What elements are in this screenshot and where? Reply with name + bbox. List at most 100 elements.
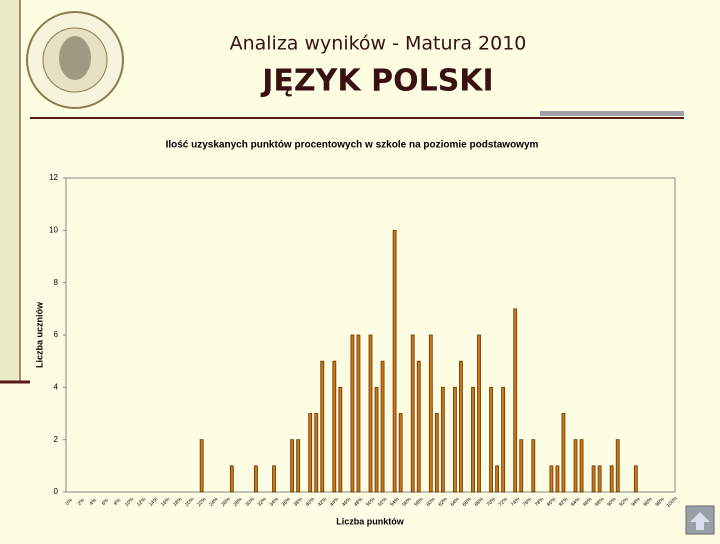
x-tick-label: 28% [232, 496, 244, 508]
y-tick-label: 8 [54, 278, 59, 287]
bar [519, 439, 524, 493]
bar [579, 439, 584, 493]
nav-icon[interactable] [685, 505, 715, 535]
bar [531, 439, 536, 493]
y-tick-label: 2 [54, 435, 59, 444]
bar [555, 465, 560, 493]
x-tick-label: 6% [101, 497, 111, 507]
x-tick-label: 90% [606, 496, 618, 508]
x-tick-label: 94% [630, 496, 642, 508]
bar [338, 386, 343, 493]
x-tick-label: 78% [534, 496, 546, 508]
x-tick-label: 58% [413, 496, 425, 508]
x-tick-label: 40% [305, 496, 317, 508]
bar [416, 360, 421, 493]
x-tick-label: 4% [89, 497, 99, 507]
bar [633, 465, 638, 493]
bar [477, 334, 481, 493]
x-tick-label: 76% [522, 496, 534, 508]
bar [374, 386, 379, 493]
x-tick-label: 42% [317, 496, 329, 508]
bar [428, 334, 433, 493]
x-tick-label: 88% [594, 496, 606, 508]
x-tick-label: 18% [172, 496, 184, 508]
bar [501, 386, 506, 493]
slide-subtitle: JĘZYK POLSKI [260, 64, 493, 99]
x-tick-label: 16% [160, 496, 172, 508]
bar [495, 465, 500, 493]
bar [332, 360, 337, 493]
y-tick-label: 0 [54, 487, 59, 496]
x-tick-label: 92% [618, 496, 630, 508]
x-tick-label: 82% [558, 496, 570, 508]
y-tick-label: 6 [54, 330, 59, 339]
side-strip [0, 0, 20, 382]
x-tick-label: 56% [401, 496, 413, 508]
x-tick-label: 72% [498, 496, 510, 508]
bar [549, 465, 554, 493]
x-tick-label: 98% [654, 496, 666, 508]
bar [489, 386, 493, 493]
x-tick-label: 26% [220, 496, 232, 508]
y-tick-label: 12 [49, 173, 58, 182]
bar [350, 334, 355, 493]
x-tick-label: 12% [136, 496, 148, 508]
bar [314, 413, 319, 493]
x-tick-label: 10% [124, 496, 136, 508]
x-tick-label: 44% [329, 496, 341, 508]
x-tick-label: 24% [208, 496, 220, 508]
x-tick-label: 52% [377, 496, 389, 508]
y-tick-label: 10 [49, 225, 58, 234]
x-tick-label: 50% [365, 496, 377, 508]
bar [410, 334, 415, 493]
x-tick-label: 80% [546, 496, 558, 508]
x-tick-label: 14% [148, 496, 160, 508]
bar [459, 360, 463, 493]
bar [597, 465, 602, 493]
bar [356, 334, 361, 493]
bar [368, 334, 373, 493]
bar [471, 386, 475, 493]
bar [308, 413, 313, 493]
x-tick-label: 60% [425, 496, 437, 508]
bar [440, 386, 445, 493]
x-tick-label: 8% [113, 497, 123, 507]
x-tick-label: 96% [642, 496, 654, 508]
x-tick-label: 70% [486, 496, 498, 508]
x-tick-label: 0% [65, 497, 75, 507]
x-tick-label: 46% [341, 496, 353, 508]
bar [392, 229, 397, 493]
x-tick-label: 48% [353, 496, 365, 508]
y-axis-label: Liczba uczniów [34, 301, 44, 368]
y-tick-label: 4 [54, 382, 59, 391]
bar [296, 439, 301, 493]
bar [199, 439, 204, 493]
bar [272, 465, 276, 493]
bar [615, 439, 620, 493]
bar [380, 360, 385, 493]
x-tick-label: 54% [389, 496, 401, 508]
bar [320, 360, 325, 493]
bar [434, 413, 439, 493]
x-tick-label: 20% [184, 496, 196, 508]
x-tick-label: 84% [570, 496, 582, 508]
x-tick-label: 36% [281, 496, 293, 508]
x-tick-label: 22% [196, 496, 208, 508]
x-tick-label: 62% [437, 496, 449, 508]
x-tick-label: 38% [293, 496, 305, 508]
x-tick-label: 74% [510, 496, 522, 508]
header-bar [540, 111, 684, 116]
bar [254, 465, 258, 493]
chart-title: Ilość uzyskanych punktów procentowych w … [166, 140, 539, 151]
bar [453, 386, 457, 493]
x-tick-label: 34% [269, 496, 281, 508]
x-tick-label: 32% [257, 496, 269, 508]
x-tick-label: 64% [449, 496, 461, 508]
slide-title: Analiza wyników - Matura 2010 [230, 33, 527, 55]
bar [591, 465, 596, 493]
x-tick-label: 2% [77, 497, 87, 507]
bar [229, 465, 234, 493]
bar [513, 308, 518, 493]
